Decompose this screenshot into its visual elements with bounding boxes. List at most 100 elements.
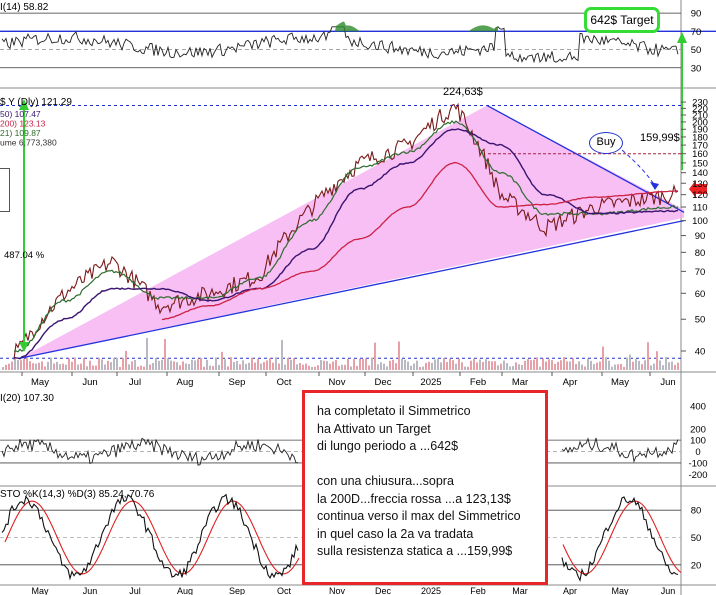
volume-bar	[623, 366, 625, 370]
volume-bar	[671, 361, 673, 370]
volume-bar	[341, 364, 343, 370]
volume-bar	[674, 364, 676, 370]
volume-bar	[596, 362, 598, 370]
volume-bar	[401, 358, 403, 370]
volume-bar	[377, 364, 379, 370]
volume-bar	[47, 361, 49, 370]
lower-trendline	[19, 219, 685, 359]
volume-bar	[122, 357, 124, 370]
volume-bar	[629, 354, 631, 370]
volume-bar	[662, 365, 664, 370]
volume-bar	[494, 361, 496, 370]
volume-bar	[128, 364, 130, 370]
volume-bar	[359, 358, 361, 370]
volume-bar	[587, 358, 589, 370]
volume-bar	[80, 363, 82, 370]
volume-bar	[503, 360, 505, 370]
volume-bar	[194, 360, 196, 370]
volume-bar	[323, 360, 325, 370]
volume-bar	[656, 351, 658, 370]
side-panel-button[interactable]	[0, 168, 10, 212]
volume-bar	[74, 357, 76, 370]
rsi-overbought-fill	[335, 21, 360, 32]
sto-header: STO %K(14,3) %D(3) 85.24, 70.76	[0, 489, 155, 500]
volume-bar	[632, 361, 634, 370]
volume-bar	[113, 358, 115, 370]
volume-bar	[443, 358, 445, 370]
cci-tick-label: -200	[688, 470, 707, 481]
volume-bar	[320, 360, 322, 370]
comment-line	[317, 456, 545, 474]
volume-bar	[296, 364, 298, 370]
volume-bar	[665, 357, 667, 370]
month-label: Feb	[470, 377, 486, 388]
volume-bar	[68, 358, 70, 370]
volume-bar	[71, 361, 73, 370]
volume-bar	[527, 359, 529, 370]
month-label: May	[611, 377, 629, 388]
volume-bar	[104, 364, 106, 370]
volume-bar	[362, 359, 364, 370]
price-tick-label: 110	[692, 203, 707, 214]
month-label: Jun	[660, 377, 675, 388]
volume-bar	[470, 360, 472, 370]
volume-bar	[455, 363, 457, 370]
volume-bar	[182, 361, 184, 370]
cci-tick-label: 0	[695, 447, 700, 458]
volume-bar	[176, 362, 178, 370]
volume-bar	[473, 358, 475, 370]
volume-bar	[311, 366, 313, 370]
gain-arrowhead	[19, 99, 29, 110]
volume-bar	[428, 361, 430, 370]
volume-bar	[425, 362, 427, 370]
target-label: 642$ Target	[584, 7, 660, 33]
volume-bar	[65, 364, 67, 370]
volume-bar	[326, 361, 328, 370]
comment-line: in quel caso la 2a va tradata	[317, 526, 474, 541]
price-legend-item: 200) 123.13	[0, 119, 46, 129]
volume-bar	[608, 360, 610, 370]
month-label-bottom: Sep	[229, 586, 245, 595]
symmetrical-triangle	[20, 105, 684, 359]
gain-arrowtail	[19, 342, 29, 352]
volume-bar	[152, 363, 154, 370]
volume-bar	[524, 360, 526, 370]
month-label-bottom: 2025	[421, 586, 441, 595]
month-label-bottom: Jul	[129, 586, 141, 595]
ma200-line	[161, 161, 679, 321]
volume-bar	[620, 363, 622, 370]
sto-tick-label: 20	[691, 560, 702, 571]
month-label-bottom: May	[31, 586, 49, 595]
rsi-overbought-fill	[468, 25, 498, 32]
volume-bar	[248, 362, 250, 370]
price-legend-item: 21) 109.87	[0, 128, 41, 138]
month-label-bottom: Apr	[563, 586, 577, 595]
volume-bar	[566, 361, 568, 370]
price-tick-label: 130	[692, 179, 708, 190]
volume-bar	[449, 358, 451, 370]
volume-bar	[347, 358, 349, 370]
volume-bar	[50, 357, 52, 370]
volume-bar	[83, 358, 85, 370]
price-tick-label: 70	[695, 267, 706, 278]
volume-bar	[578, 361, 580, 370]
volume-bar	[344, 364, 346, 370]
price-tick-label: 80	[695, 248, 706, 259]
volume-bar	[518, 364, 520, 370]
volume-bar	[215, 357, 217, 370]
volume-bar	[329, 363, 331, 370]
volume-bar	[332, 361, 334, 370]
volume-bar	[398, 341, 400, 370]
volume-bar	[38, 362, 40, 370]
month-label-bottom: Aug	[177, 586, 193, 595]
cci-tick-label: 200	[690, 424, 706, 435]
volume-bar	[551, 360, 553, 370]
cci-tick-label: 400	[690, 402, 706, 413]
volume-bar	[155, 358, 157, 370]
volume-bar	[506, 363, 508, 370]
volume-bar	[206, 359, 208, 370]
rsi-tick-label: 50	[691, 45, 702, 56]
volume-bar	[191, 359, 193, 370]
comment-box: ha completato il Simmetrico ha Attivato u…	[302, 390, 548, 585]
volume-bar	[476, 362, 478, 370]
